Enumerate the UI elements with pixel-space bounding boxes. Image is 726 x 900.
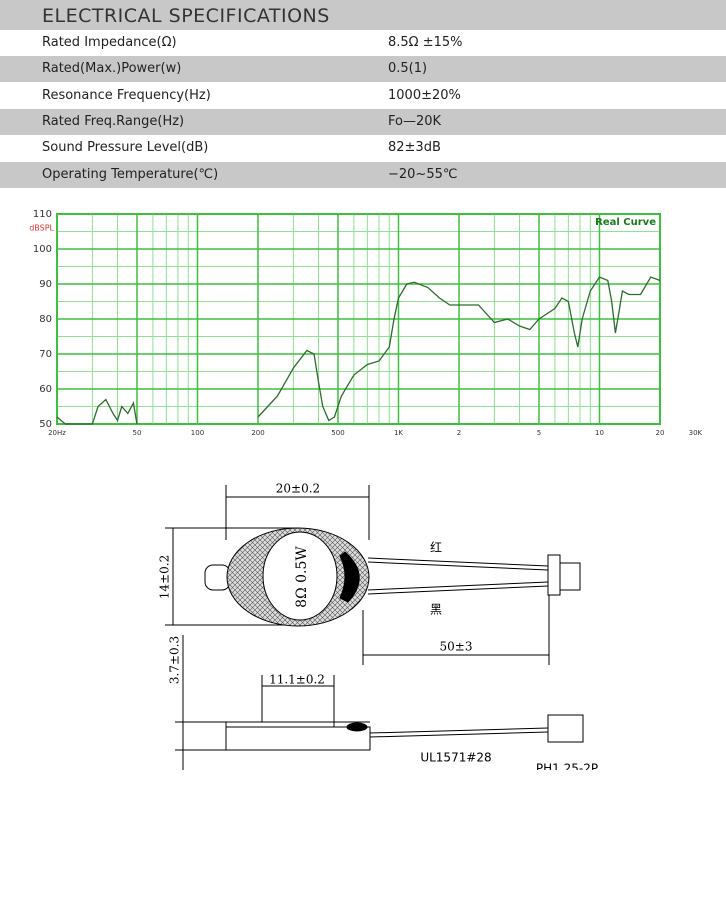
y-tick-label: 110 [33,209,52,220]
curve [56,276,661,425]
y-tick-label: 80 [39,314,52,325]
spec-name: Rated(Max.)Power(w) [42,61,182,77]
black-wire-label: 黑 [430,603,442,617]
table-row: Rated Freq.Range(Hz) Fo—20K [0,108,726,135]
x-tick-label: 30K [689,429,703,437]
spec-table: ELECTRICAL SPECIFICATIONS Rated Impedanc… [0,0,726,188]
table-title-bar: ELECTRICAL SPECIFICATIONS [0,0,726,30]
y-tick-label: 50 [39,419,52,430]
spec-value: 1000±20% [388,87,461,103]
red-wire-label: 红 [430,540,442,555]
table-row: Rated(Max.)Power(w) 0.5(1) [0,56,726,83]
thickness-dim: 3.7±0.3 [168,636,182,684]
y-tick-label: 100 [33,244,52,255]
spec-value: 82±3dB [388,140,441,156]
y-tick-label: 60 [39,384,52,395]
x-tick-label: 10 [595,429,604,437]
y-axis-label: dBSPL [29,224,54,233]
marking: 8Ω 0.5W [294,546,310,608]
spec-name: Rated Impedance(Ω) [42,35,177,50]
table-row: Rated Impedance(Ω) 8.5Ω ±15% [0,30,726,56]
table-title: ELECTRICAL SPECIFICATIONS [42,5,330,27]
spec-value: 0.5(1) [388,61,428,77]
x-tick-label: 200 [251,429,264,437]
x-tick-label: 50 [133,429,142,437]
lead-dim: 50±3 [440,640,473,654]
x-tick-label: 500 [331,429,344,437]
spec-value: Fo—20K [388,113,442,129]
spec-name: Resonance Frequency(Hz) [42,87,211,103]
spec-name: Operating Temperature(℃) [42,166,219,182]
inner-dim: 11.1±0.2 [269,673,325,687]
x-tick-label: 100 [191,429,204,437]
table-row: Sound Pressure Level(dB) 82±3dB [0,135,726,162]
spec-name: Rated Freq.Range(Hz) [42,113,185,129]
x-tick-label: 5 [537,429,541,437]
table-row: Operating Temperature(℃) −20~55℃ [0,161,726,188]
x-tick-label: 1K [394,429,403,437]
spec-value: −20~55℃ [388,166,458,182]
width-dim: 20±0.2 [276,482,320,496]
x-tick-label: 20 [656,429,665,437]
table-row: Resonance Frequency(Hz) 1000±20% [0,82,726,109]
wire-label: UL1571#28 [420,751,491,765]
y-tick-label: 70 [39,349,52,360]
connector-label: PH1.25-2P [536,762,598,771]
x-tick-label: 20Hz [48,429,66,437]
x-tick-label: 2 [457,429,461,437]
y-tick-label: 90 [39,279,52,290]
annotation: Real Curve [595,217,656,228]
dimension-drawing: 20±0.2 14±0.2 8Ω 0.5W 红 黑 50±3 3.7±0.3 1… [158,482,598,771]
spec-value: 8.5Ω ±15% [388,35,463,50]
spec-name: Sound Pressure Level(dB) [42,140,209,156]
outline [165,485,584,770]
height-dim: 14±0.2 [158,555,172,599]
